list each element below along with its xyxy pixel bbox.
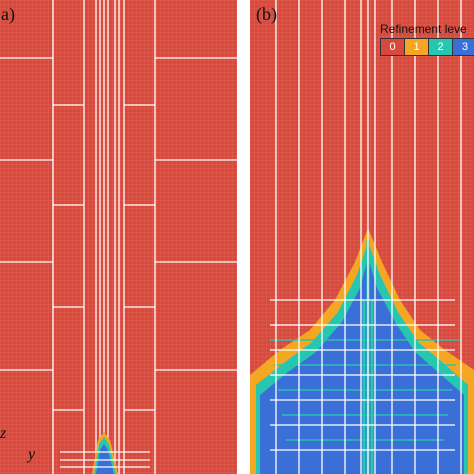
refinement-legend: Refinement leve 0 1 2 3: [380, 22, 474, 56]
legend-level-1: 1: [405, 39, 429, 55]
legend-level-2: 2: [429, 39, 453, 55]
mesh-a-canvas: [0, 0, 237, 474]
axis-z-label: z: [0, 425, 7, 442]
legend-title: Refinement leve: [380, 22, 467, 36]
mesh-a-blocks: [0, 0, 237, 474]
mesh-b-blocks: [270, 0, 462, 474]
panel-a-coarse-mesh: a) z y: [0, 0, 237, 474]
panel-b-refined-mesh: (b) Refinement leve 0 1 2 3: [250, 0, 474, 474]
panel-a-label: a): [1, 4, 15, 24]
panel-b-label: (b): [256, 4, 277, 24]
legend-level-3: 3: [453, 39, 474, 55]
mesh-b-canvas: [250, 0, 474, 474]
mesh-a-refined-region: [60, 432, 150, 474]
legend-color-scale: 0 1 2 3: [380, 38, 474, 56]
axis-y-label: y: [28, 446, 36, 463]
legend-level-0: 0: [381, 39, 405, 55]
